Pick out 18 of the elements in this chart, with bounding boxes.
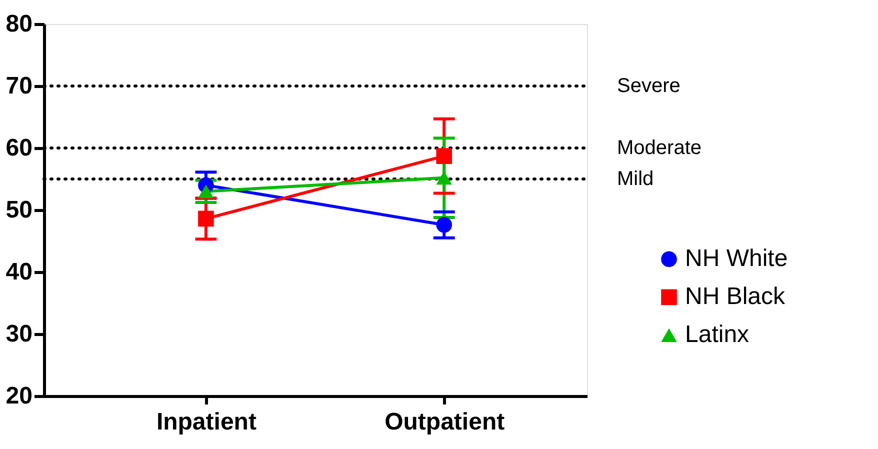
y-tick-label: 20 (6, 382, 32, 410)
legend-label: NH Black (685, 283, 786, 310)
point (436, 148, 452, 164)
ref-line-label: Moderate (617, 137, 702, 159)
y-tick-label: 40 (6, 258, 32, 286)
y-tick-label: 80 (6, 10, 32, 38)
y-tick-label: 70 (6, 72, 32, 100)
ref-line-label: Mild (617, 168, 654, 190)
point (198, 210, 214, 227)
x-tick-label: Inpatient (156, 408, 256, 436)
legend-label: NH White (685, 245, 788, 272)
x-tick-label: Outpatient (384, 408, 505, 436)
ref-line-label: Severe (617, 75, 680, 97)
y-tick-label: 60 (6, 134, 32, 162)
y-tick-label: 30 (6, 320, 32, 348)
point (436, 216, 452, 233)
y-tick-label: 50 (6, 196, 32, 224)
legend-label: Latinx (685, 321, 750, 348)
